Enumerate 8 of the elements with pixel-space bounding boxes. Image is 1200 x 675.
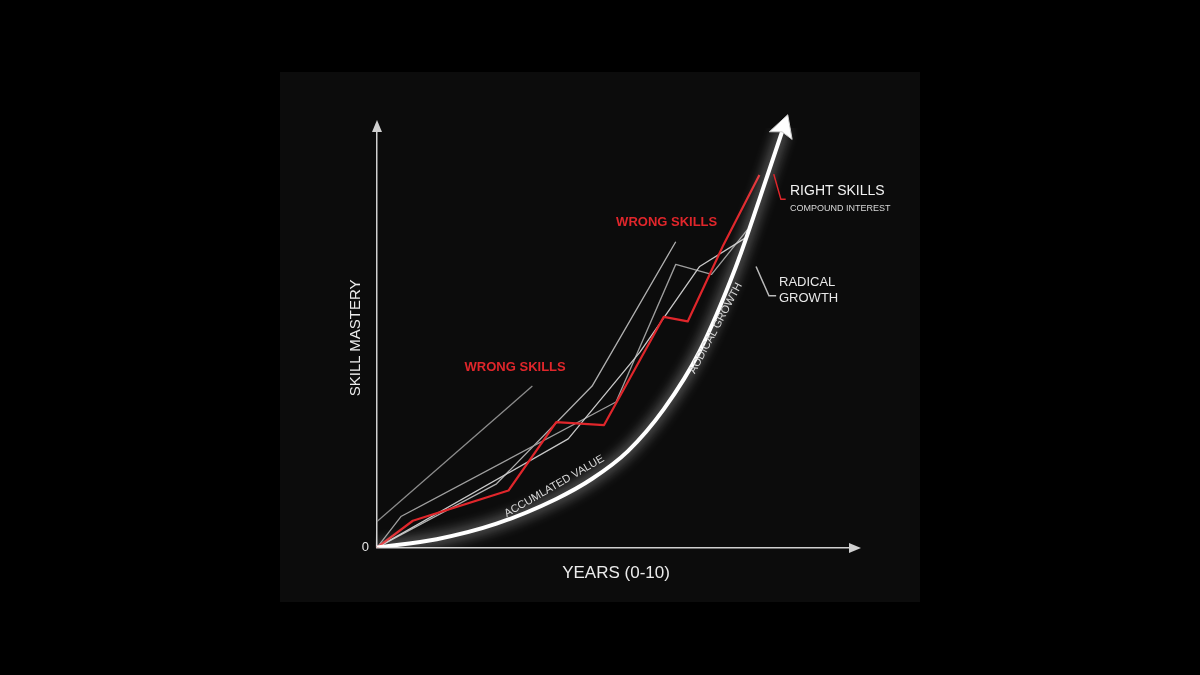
y-axis-title: SKILL MASTERY <box>346 279 364 397</box>
annotation: WRONG SKILLS <box>616 213 718 229</box>
annotation: RIGHT SKILLS <box>789 181 885 198</box>
annotation: WRONG SKILLS <box>464 358 567 374</box>
annotation: COMPOUND INTEREST <box>789 203 891 214</box>
x-axis-title: YEARS (0-10) <box>562 563 670 583</box>
annotation: RADICAL GROWTH <box>779 273 839 305</box>
text: 0 <box>361 539 369 555</box>
